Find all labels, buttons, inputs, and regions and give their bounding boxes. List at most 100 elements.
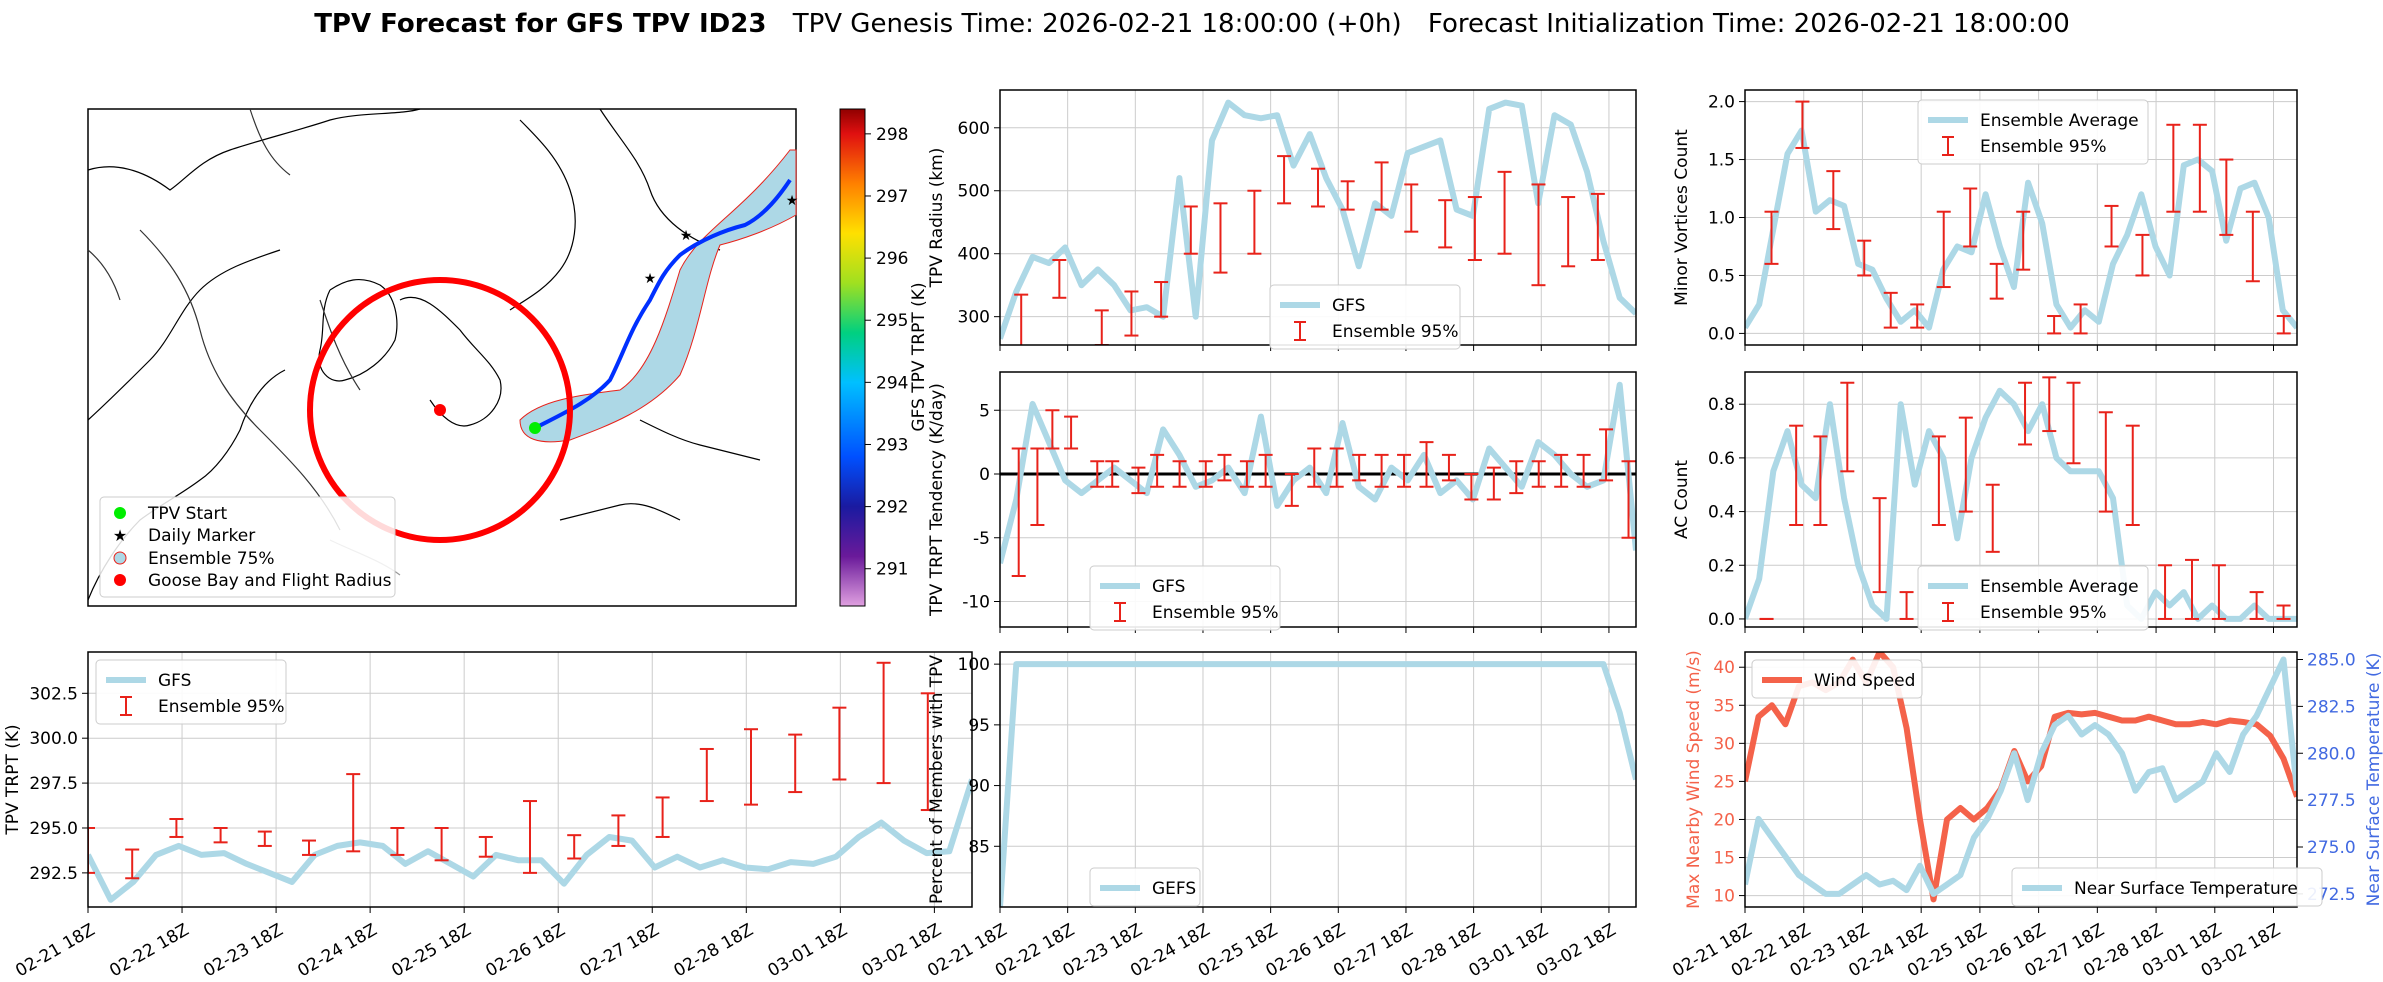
x-tick-label: 02-23 18Z xyxy=(200,920,286,981)
error-bar xyxy=(1124,290,1139,337)
error-bar xyxy=(1989,262,2004,300)
error-bar xyxy=(1438,199,1453,249)
y-tick-label: 600 xyxy=(958,119,990,139)
error-bar xyxy=(1404,183,1419,233)
series-layer xyxy=(1000,661,1636,907)
legend-box xyxy=(2011,867,2323,907)
legend-label: Ensemble 95% xyxy=(1332,322,1459,342)
legend-daily-marker-icon: ★ xyxy=(113,526,127,545)
title-init: Forecast Initialization Time: 2026-02-21… xyxy=(1428,9,2070,39)
series-layer xyxy=(1000,99,1636,345)
error-bar xyxy=(2158,564,2173,620)
colorbar-tick-label: 291 xyxy=(876,560,908,580)
error-bar xyxy=(1154,281,1169,318)
colorbar-tick-label: 295 xyxy=(876,311,908,331)
legend-box xyxy=(1089,867,1201,907)
y-tick-label: 20 xyxy=(1713,810,1735,830)
ensemble-75-region xyxy=(519,149,797,443)
legend-label: Ensemble 95% xyxy=(1980,137,2107,157)
y2-tick-label: 275.0 xyxy=(2307,838,2356,858)
colorbar-tick-label: 292 xyxy=(876,498,908,518)
error-bar xyxy=(2211,564,2226,620)
series-line-ensemble-average xyxy=(1745,387,2297,622)
error-bar xyxy=(1284,473,1299,507)
legend-ensemble-75: Ensemble 75% xyxy=(148,549,275,569)
error-bar xyxy=(2042,376,2057,433)
error-bar xyxy=(1590,192,1605,261)
error-bar xyxy=(1826,170,1841,231)
error-bar xyxy=(1872,497,1887,594)
y2-axis-label: Near Surface Temperature (K) xyxy=(2364,653,2383,907)
error-bar xyxy=(1397,453,1412,488)
y-tick-label: 10 xyxy=(1713,887,1735,907)
error-bar xyxy=(1621,460,1636,539)
y-tick-label: 0.4 xyxy=(1708,503,1735,523)
error-bar xyxy=(699,747,714,803)
error-bar xyxy=(2016,210,2031,271)
error-bar xyxy=(1958,416,1973,513)
error-bar xyxy=(1576,453,1591,488)
legend-label: GFS xyxy=(1332,296,1365,316)
error-bar xyxy=(1764,210,1779,265)
error-bar xyxy=(1311,167,1325,208)
y-tick-label: 0.0 xyxy=(1708,610,1735,630)
legend-label: Ensemble Average xyxy=(1980,111,2139,131)
y-axis-label: TPV TRPT Tendency (K/day) xyxy=(927,383,947,617)
error-bar xyxy=(1011,447,1026,577)
legend-tpv-start: TPV Start xyxy=(147,504,228,524)
error-bar xyxy=(1599,428,1614,482)
x-tick-label: 02-22 18Z xyxy=(106,920,192,981)
colorbar-tick-label: 296 xyxy=(876,249,908,269)
error-bar xyxy=(1374,453,1389,488)
error-bar xyxy=(1217,453,1232,482)
error-bar xyxy=(2249,591,2264,620)
legend-label: Wind Speed xyxy=(1814,671,1915,691)
error-bar xyxy=(1150,453,1165,488)
error-bar xyxy=(1883,291,1898,329)
error-bar xyxy=(2276,315,2291,335)
plot-frame xyxy=(1744,651,2298,908)
legend-label: Ensemble Average xyxy=(1980,577,2139,597)
map-legend: TPV Start ★ Daily Marker Ensemble 75% Go… xyxy=(99,496,396,598)
error-bar xyxy=(1857,239,1872,277)
error-bar xyxy=(1963,187,1978,248)
y-tick-label: 0.2 xyxy=(1708,556,1735,576)
title-bold: TPV Forecast for GFS TPV ID23 xyxy=(314,9,766,39)
y-tick-label: -10 xyxy=(962,593,990,613)
error-bar xyxy=(2073,303,2088,335)
title-genesis: TPV Genesis Time: 2026-02-21 18:00:00 (+… xyxy=(792,9,1402,39)
legend-ensemble-icon xyxy=(113,551,127,565)
error-bar xyxy=(2098,411,2113,513)
legend-daily-marker: Daily Marker xyxy=(148,526,255,546)
error-bar xyxy=(1840,381,1855,473)
chart-minor_vortices: 0.0 0.5 1.0 1.5 2.0 Minor Vortices Count Ensem… xyxy=(1672,89,2298,351)
error-bar xyxy=(1931,435,1946,526)
error-bar xyxy=(1374,161,1389,211)
error-bar xyxy=(1094,309,1109,345)
legend-goose-bay-icon xyxy=(114,574,126,586)
error-bar xyxy=(2184,558,2199,620)
colorbar xyxy=(839,108,866,607)
y-tick-label: 0 xyxy=(979,465,990,485)
tpv-start-marker xyxy=(529,422,541,434)
error-bar xyxy=(1789,424,1804,526)
y-axis-label: TPV Radius (km) xyxy=(927,148,947,289)
error-bar xyxy=(1247,189,1262,255)
error-bar xyxy=(788,733,803,794)
y-tick-label: 40 xyxy=(1713,658,1735,678)
series-line-gfs xyxy=(1000,381,1636,565)
y-tick-label: 95 xyxy=(968,716,990,736)
y2-tick-label: 280.0 xyxy=(2307,744,2356,764)
legend-box xyxy=(1751,659,1923,699)
legend-box xyxy=(1917,99,2149,165)
legend-label: Ensemble 95% xyxy=(1980,603,2107,623)
y-tick-label: 500 xyxy=(958,182,990,202)
map-panel: ★ ★ ★ TPV Start ★ Daily Marker Ensemble … xyxy=(87,108,929,607)
error-bar xyxy=(257,830,272,847)
y-tick-label: 300.0 xyxy=(29,729,78,749)
error-bar xyxy=(1795,100,1810,149)
error-bar xyxy=(2018,381,2033,446)
legend-label: GEFS xyxy=(1152,879,1196,899)
error-bar xyxy=(1985,483,2000,553)
error-bar xyxy=(1258,453,1273,488)
